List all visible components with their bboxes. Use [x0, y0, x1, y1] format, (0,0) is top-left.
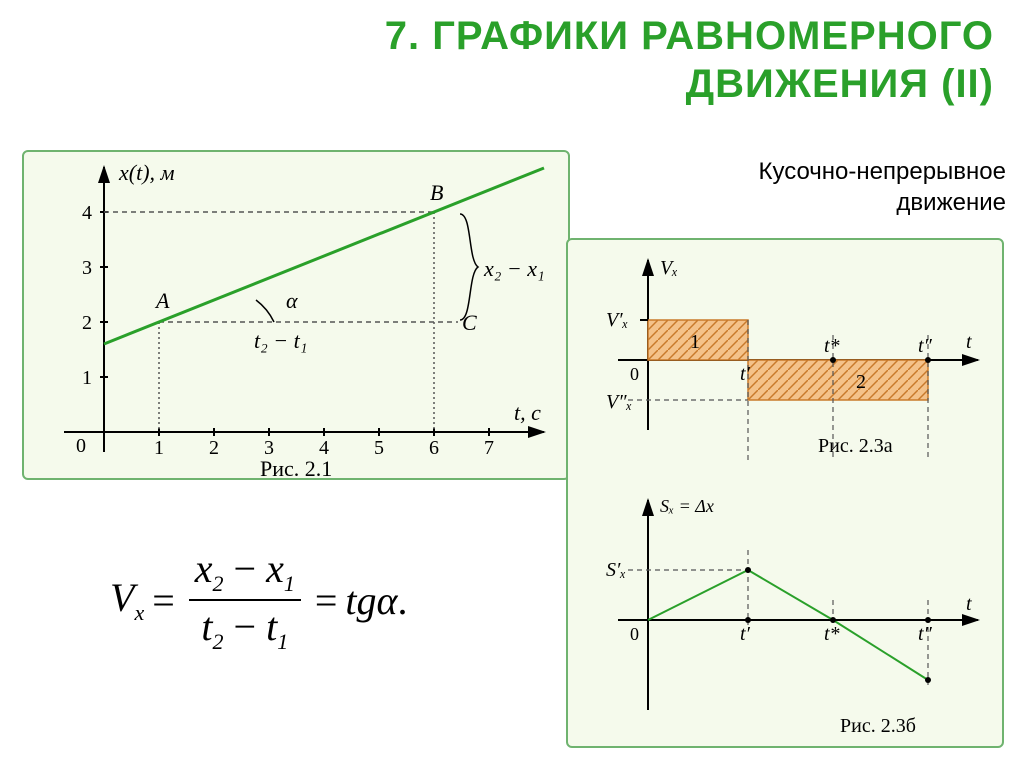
svg-text:V″ₓ: V″ₓ [606, 391, 632, 413]
svg-text:t*: t* [824, 335, 840, 357]
svg-text:4: 4 [82, 202, 92, 224]
panel-piecewise: Vₓ t 0 1 2 V′ₓ V″ₓ t′ t* t″ Рис. 2.3а Sₓ… [566, 238, 1004, 748]
svg-text:x(t), м: x(t), м [118, 160, 175, 185]
svg-text:Рис. 2.3б: Рис. 2.3б [840, 715, 916, 737]
subtitle: Кусочно-непрерывное движение [596, 156, 1006, 218]
svg-text:0: 0 [76, 435, 86, 457]
svg-text:t: t [966, 331, 972, 353]
svg-text:Рис. 2.3а: Рис. 2.3а [818, 435, 893, 457]
svg-text:5: 5 [374, 437, 384, 459]
svg-text:1: 1 [690, 331, 700, 353]
formula-fraction: x2 − x1 t2 − t1 [189, 545, 301, 655]
formula-tg: tg [345, 577, 376, 624]
svg-text:α: α [286, 288, 298, 313]
piecewise-svg: Vₓ t 0 1 2 V′ₓ V″ₓ t′ t* t″ Рис. 2.3а Sₓ… [568, 240, 1002, 746]
fig-caption-1: Рис. 2.1 [260, 456, 332, 478]
xt-chart-svg: 0 1 2 3 4 5 6 7 1 2 3 4 x(t), м t, с x₂ … [24, 152, 568, 478]
subtitle-line1: Кусочно-непрерывное [596, 156, 1006, 187]
svg-text:1: 1 [154, 437, 164, 459]
panel-xt-chart: 0 1 2 3 4 5 6 7 1 2 3 4 x(t), м t, с x₂ … [22, 150, 570, 480]
svg-text:7: 7 [484, 437, 494, 459]
svg-text:t*: t* [824, 623, 840, 645]
svg-text:0: 0 [630, 364, 639, 384]
formula-vx: Vx [110, 574, 144, 626]
svg-text:V′ₓ: V′ₓ [606, 309, 628, 331]
formula-dot: . [398, 577, 408, 624]
svg-text:t₂ − t₁: t₂ − t₁ [254, 328, 307, 353]
title-line1: 7. ГРАФИКИ РАВНОМЕРНОГО [0, 12, 994, 60]
svg-text:t′: t′ [740, 623, 751, 645]
svg-text:S′ₓ: S′ₓ [606, 559, 626, 581]
svg-text:2: 2 [856, 371, 866, 393]
svg-text:C: C [462, 310, 477, 335]
svg-text:B: B [430, 180, 443, 205]
formula-eq1: = [152, 577, 175, 624]
formula-eq2: = [315, 577, 338, 624]
formula-alpha: α [377, 577, 398, 624]
svg-text:t″: t″ [918, 335, 933, 357]
svg-text:t, с: t, с [514, 400, 541, 425]
svg-text:Sₓ = Δx: Sₓ = Δx [660, 496, 714, 516]
svg-text:2: 2 [82, 312, 92, 334]
title-line2: ДВИЖЕНИЯ (II) [0, 60, 994, 108]
svg-text:x₂ − x₁: x₂ − x₁ [483, 256, 545, 281]
svg-text:0: 0 [630, 624, 639, 644]
svg-text:1: 1 [82, 367, 92, 389]
svg-text:t″: t″ [918, 623, 933, 645]
svg-text:2: 2 [209, 437, 219, 459]
svg-text:6: 6 [429, 437, 439, 459]
slide-title: 7. ГРАФИКИ РАВНОМЕРНОГО ДВИЖЕНИЯ (II) [0, 0, 1024, 108]
svg-text:Vₓ: Vₓ [660, 257, 678, 279]
subtitle-line2: движение [596, 187, 1006, 218]
velocity-formula: Vx = x2 − x1 t2 − t1 = tgα. [110, 545, 408, 655]
svg-text:A: A [154, 288, 170, 313]
svg-text:3: 3 [82, 257, 92, 279]
svg-text:t′: t′ [740, 363, 751, 385]
svg-text:t: t [966, 593, 972, 615]
